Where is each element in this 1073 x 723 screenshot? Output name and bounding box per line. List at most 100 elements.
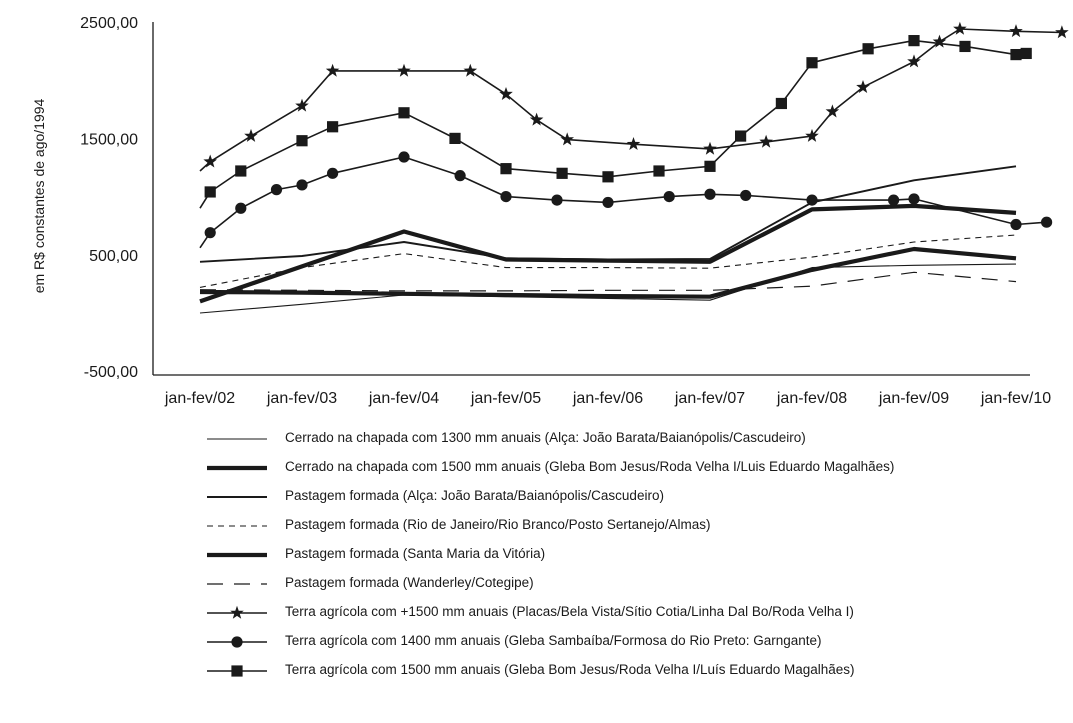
legend-swatch (207, 605, 267, 619)
series-8-point (740, 189, 752, 202)
legend-swatch-marker (231, 636, 243, 648)
series-8 (199, 151, 1053, 249)
x-tick-labels: jan-fev/02 jan-fev/03 jan-fev/04 jan-fev/05… (164, 390, 1051, 407)
series-9-point (908, 35, 920, 47)
series-7-line (199, 28, 1062, 172)
series-8-point (454, 170, 466, 182)
x-tick-label: jan-fev/07 (674, 390, 745, 407)
series-1 (199, 263, 1017, 314)
legend-swatch (207, 583, 267, 585)
series-7-point (499, 87, 513, 100)
series-7-point (953, 21, 967, 35)
legend-label: Pastagem formada (Wanderley/Cotegipe) (285, 575, 534, 590)
y-tick-label: 2500,00 (80, 15, 138, 32)
series-4-line (199, 234, 1017, 288)
series-9-point (449, 132, 461, 144)
series-8-point (204, 227, 216, 239)
series-7-point (295, 98, 309, 112)
series-8-line (199, 156, 1047, 249)
x-tick-label: jan-fev/06 (572, 390, 643, 407)
series-9-point (296, 135, 308, 147)
legend-swatch (207, 496, 267, 498)
legend-item: Cerrado na chapada com 1300 mm anuais (A… (205, 427, 1065, 456)
series-5 (199, 246, 1017, 299)
legend-item: Pastagem formada (Rio de Janeiro/Rio Bra… (205, 514, 1065, 543)
legend-label: Terra agrícola com 1500 mm anuais (Gleba… (285, 662, 855, 677)
series-9-point (602, 171, 614, 183)
series-2 (199, 203, 1017, 304)
series-7-point (907, 54, 921, 68)
legend-swatch (207, 465, 267, 471)
x-tick-label: jan-fev/05 (470, 390, 541, 407)
series-7-point (759, 134, 773, 148)
y-axis-label: em R$ constantes de ago/1994 (31, 98, 47, 293)
legend-swatch (207, 636, 267, 648)
series-7-point (529, 112, 544, 126)
legend-item: Pastagem formada (Santa Maria da Vitória… (205, 543, 1065, 572)
series-8-point (398, 151, 410, 163)
series-7-point (932, 34, 947, 48)
y-tick-label: 500,00 (89, 248, 138, 265)
series-9-point (1010, 48, 1022, 61)
series-9-point (862, 43, 874, 55)
series-8-point (500, 191, 512, 203)
series-7-point (560, 132, 574, 146)
x-tick-label: jan-fev/02 (164, 390, 235, 407)
x-tick-label: jan-fev/09 (878, 390, 949, 407)
legend-item: Cerrado na chapada com 1500 mm anuais (G… (205, 456, 1065, 485)
series-3-line (199, 165, 1017, 263)
legend-item: Pastagem formada (Alça: João Barata/Baia… (205, 485, 1065, 514)
series-7-point (1055, 25, 1069, 39)
y-tick-labels: 2500,00 1500,00 500,00 -500,00 (80, 15, 138, 381)
series-9-point (327, 121, 339, 133)
series-9-point (500, 163, 512, 175)
series-7-point (1009, 24, 1023, 38)
y-tick-label: -500,00 (84, 364, 138, 381)
legend-label: Cerrado na chapada com 1300 mm anuais (A… (285, 430, 806, 445)
series-8-point (663, 191, 675, 203)
series-2-line (199, 203, 1017, 304)
series-7-point (703, 141, 717, 155)
series-8-point (327, 167, 339, 179)
x-tick-label: jan-fev/03 (266, 390, 337, 407)
legend-swatch-marker (230, 605, 244, 619)
legend-label: Cerrado na chapada com 1500 mm anuais (G… (285, 459, 895, 474)
series-8-point (602, 196, 614, 209)
legend-label: Pastagem formada (Alça: João Barata/Baia… (285, 488, 664, 503)
series-7-point (325, 63, 340, 77)
series-9-point (775, 97, 787, 110)
legend-item: Terra agrícola com +1500 mm anuais (Plac… (205, 601, 1065, 630)
x-tick-label: jan-fev/08 (776, 390, 847, 407)
series-9-point (704, 160, 716, 172)
legend-label: Pastagem formada (Santa Maria da Vitória… (285, 546, 546, 561)
legend-label: Terra agrícola com +1500 mm anuais (Plac… (285, 604, 854, 619)
series-9-point (653, 165, 665, 177)
legend-swatch (207, 438, 267, 440)
series-6-line (199, 271, 1017, 292)
series-7-point (626, 137, 641, 150)
series-9 (199, 35, 1032, 209)
legend-swatch (207, 525, 267, 527)
series-3 (199, 165, 1017, 263)
series-7 (199, 21, 1069, 172)
series-8-point (551, 194, 563, 206)
legend-item: Pastagem formada (Wanderley/Cotegipe) (205, 572, 1065, 601)
series-8-point (806, 194, 818, 206)
series-9-point (959, 40, 971, 53)
series-8-point (1010, 218, 1022, 231)
series-8-point (1041, 216, 1053, 228)
legend-item: Terra agrícola com 1400 mm anuais (Gleba… (205, 630, 1065, 659)
series-7-point (244, 128, 258, 142)
series-9-point (806, 57, 818, 69)
series-8-point (888, 194, 900, 206)
series-1-line (199, 263, 1017, 314)
x-tick-label: jan-fev/10 (980, 390, 1051, 407)
series-5-line (199, 246, 1017, 299)
series-9-point (398, 107, 410, 119)
series-9-point (235, 165, 247, 177)
legend: Cerrado na chapada com 1300 mm anuais (A… (205, 427, 1065, 688)
series-8-point (704, 188, 716, 200)
series-9-point (204, 186, 216, 198)
series-layer (199, 21, 1069, 314)
series-8-point (908, 193, 920, 205)
